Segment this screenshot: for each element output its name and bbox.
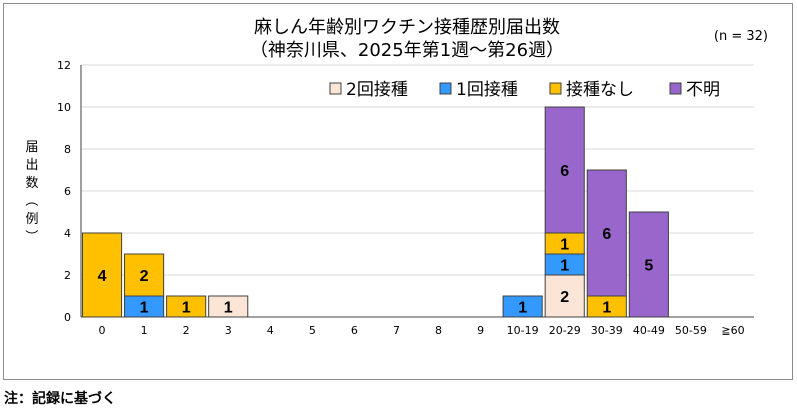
y-tick-label: 0 bbox=[64, 311, 71, 324]
bar-segment bbox=[124, 253, 165, 297]
y-axis-label-char: 届 bbox=[25, 140, 38, 155]
x-tick-label: 9 bbox=[477, 324, 484, 337]
x-tick-label: 0 bbox=[99, 324, 106, 337]
y-tick-label: 10 bbox=[57, 101, 71, 114]
x-tick-label: 3 bbox=[225, 324, 232, 337]
y-axis-label-char: 数 bbox=[25, 176, 38, 191]
legend-background bbox=[322, 74, 734, 104]
data-label: 6 bbox=[560, 163, 569, 180]
chart-frame: 麻しん年齢別ワクチン接種歴別届出数 （神奈川県、2025年第1週～第26週） (… bbox=[3, 3, 793, 380]
data-label: 1 bbox=[602, 300, 611, 317]
x-tick-label: 2 bbox=[183, 324, 190, 337]
x-tick-label: 8 bbox=[435, 324, 442, 337]
y-axis-label-char: ） bbox=[23, 229, 38, 242]
legend-swatch bbox=[549, 82, 562, 95]
bar-segment bbox=[544, 106, 585, 234]
y-tick-label: 2 bbox=[64, 269, 71, 282]
legend-swatch bbox=[439, 82, 452, 95]
chart-title-line1: 麻しん年齢別ワクチン接種歴別届出数 bbox=[254, 17, 560, 38]
y-tick-label: 12 bbox=[57, 59, 71, 72]
legend: 2回接種 1回接種 接種なし 不明 bbox=[322, 74, 734, 104]
stacked-bar-chart: 麻しん年齢別ワクチン接種歴別届出数 （神奈川県、2025年第1週～第26週） (… bbox=[23, 17, 768, 337]
x-tick-label: 50-59 bbox=[675, 324, 707, 337]
x-tick-label: 4 bbox=[267, 324, 274, 337]
x-tick-label: 30-39 bbox=[591, 324, 623, 337]
data-label: 1 bbox=[518, 300, 527, 317]
legend-label: 不明 bbox=[686, 80, 720, 100]
x-tick-label: 40-49 bbox=[633, 324, 665, 337]
legend-swatch bbox=[669, 82, 682, 95]
y-tick-label: 4 bbox=[64, 227, 71, 240]
x-tick-label: 10-19 bbox=[507, 324, 539, 337]
x-tick-label: 7 bbox=[393, 324, 400, 337]
y-axis-label: 届出数 （ 例 ） bbox=[23, 140, 39, 243]
data-label: 5 bbox=[644, 258, 653, 275]
x-tick-label: 5 bbox=[309, 324, 316, 337]
y-axis-label-char: 出 bbox=[25, 158, 38, 173]
y-axis-label-char: 例 bbox=[25, 212, 38, 227]
legend-label: 2回接種 bbox=[346, 80, 408, 100]
y-axis-label-char: （ bbox=[23, 193, 38, 206]
chart-title-line2: （神奈川県、2025年第1週～第26週） bbox=[250, 40, 564, 61]
data-label: 1 bbox=[182, 300, 191, 317]
data-label: 1 bbox=[224, 300, 233, 317]
legend-swatch bbox=[329, 82, 342, 95]
data-label: 6 bbox=[602, 226, 611, 243]
data-label: 1 bbox=[560, 237, 569, 254]
y-tick-label: 6 bbox=[64, 185, 71, 198]
data-label: 1 bbox=[560, 258, 569, 275]
legend-label: 1回接種 bbox=[456, 80, 518, 100]
bar-segment bbox=[628, 211, 669, 318]
x-tick-label: 20-29 bbox=[549, 324, 581, 337]
sample-size-label: (n = 32) bbox=[714, 29, 768, 44]
footnote: 注：記録に基づく bbox=[4, 391, 116, 407]
data-label: 1 bbox=[140, 300, 149, 317]
data-label: 2 bbox=[140, 268, 149, 285]
data-label: 2 bbox=[560, 289, 569, 306]
y-tick-label: 8 bbox=[64, 143, 71, 156]
bar-segment bbox=[586, 169, 627, 297]
x-tick-label: 1 bbox=[141, 324, 148, 337]
data-label: 4 bbox=[98, 268, 107, 285]
legend-label: 接種なし bbox=[566, 80, 634, 100]
x-tick-label: 6 bbox=[351, 324, 358, 337]
x-tick-label: ≧60 bbox=[721, 324, 744, 337]
